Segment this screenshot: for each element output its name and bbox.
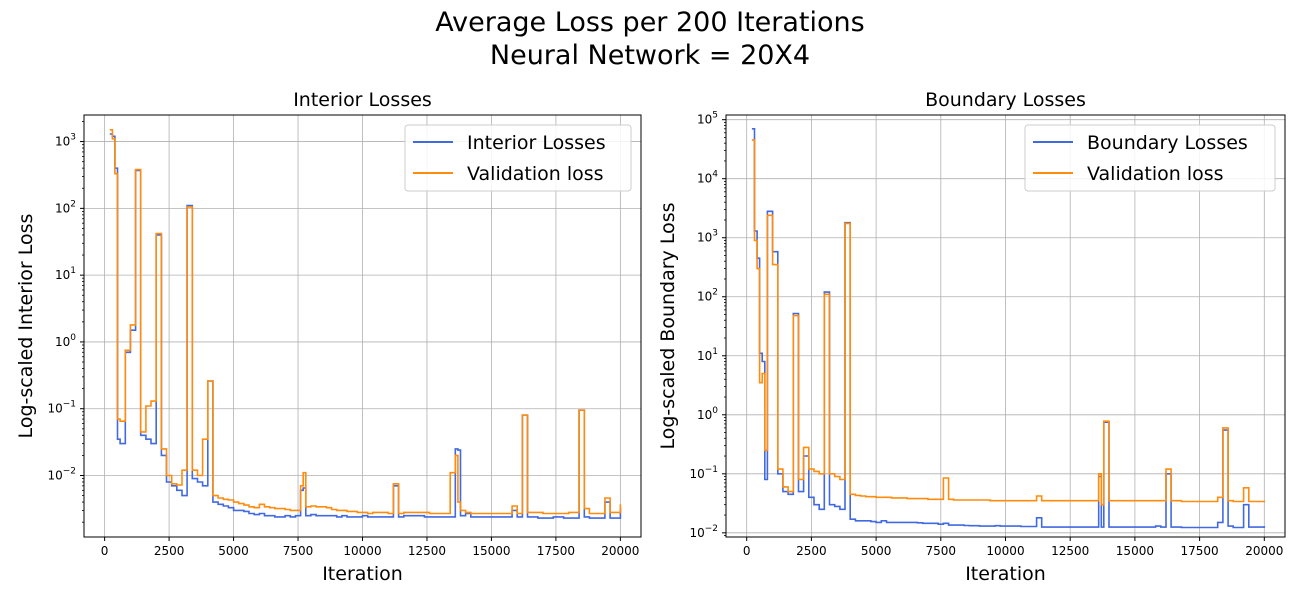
y-tick-label: 101 (55, 266, 76, 282)
x-tick-label: 2500 (796, 544, 827, 558)
x-tick-label: 15000 (472, 544, 510, 558)
figure-title: Average Loss per 200 Iterations Neural N… (0, 6, 1300, 72)
x-tick-label: 20000 (1245, 544, 1283, 558)
legend-label-1: Interior Losses (467, 132, 606, 154)
y-tick-label: 103 (697, 229, 718, 245)
y-axis-label: Log-scaled Boundary Loss (657, 202, 679, 449)
y-tick-label: 103 (55, 133, 76, 149)
x-tick-label: 0 (743, 544, 751, 558)
series-line-2 (109, 129, 622, 515)
x-tick-label: 17500 (1181, 544, 1219, 558)
y-tick-label: 104 (697, 170, 718, 186)
x-tick-label: 7500 (926, 544, 957, 558)
legend-label-2: Validation loss (1087, 163, 1224, 185)
y-tick-label: 102 (55, 199, 76, 215)
y-tick-label: 100 (697, 406, 718, 422)
y-tick-label: 10−1 (689, 465, 718, 481)
y-tick-label: 10−2 (47, 467, 76, 483)
x-tick-label: 7500 (283, 544, 314, 558)
y-tick-label: 105 (697, 111, 718, 127)
legend-label-2: Validation loss (467, 163, 604, 185)
legend-box (404, 124, 632, 192)
legend-label-1: Boundary Losses (1087, 132, 1248, 154)
y-tick-label: 101 (697, 347, 718, 363)
legend-box (1024, 124, 1276, 192)
x-tick-label: 5000 (218, 544, 249, 558)
figure-title-line1: Average Loss per 200 Iterations (435, 7, 865, 38)
chart-title: Interior Losses (293, 89, 432, 111)
x-tick-label: 0 (101, 544, 109, 558)
chart-title: Boundary Losses (925, 89, 1086, 111)
y-tick-label: 10−1 (47, 400, 76, 416)
chart-panel-1: 0 2500 5000 7500 10000 12500 15000 17500 20000 10… (15, 89, 642, 585)
x-axis-label: Iteration (965, 563, 1046, 585)
x-tick-label: 20000 (601, 544, 639, 558)
x-axis-label: Iteration (322, 563, 403, 585)
y-tick-label: 10−2 (689, 524, 718, 540)
y-tick-label: 100 (55, 333, 76, 349)
legend: Boundary Losses Validation loss (1024, 124, 1276, 192)
x-tick-label: 12500 (408, 544, 446, 558)
series-line-2 (751, 139, 1266, 506)
x-tick-label: 17500 (537, 544, 575, 558)
x-tick-label: 10000 (343, 544, 381, 558)
x-tick-label: 15000 (1116, 544, 1154, 558)
x-tick-label: 5000 (861, 544, 892, 558)
chart-panel-2: 0 2500 5000 7500 10000 12500 15000 17500 20000 10… (657, 89, 1286, 585)
figure-title-line2: Neural Network = 20X4 (489, 40, 811, 71)
legend: Interior Losses Validation loss (404, 124, 632, 192)
y-tick-label: 102 (697, 288, 718, 304)
y-axis-label: Log-scaled Interior Loss (15, 214, 37, 439)
x-tick-label: 12500 (1051, 544, 1089, 558)
x-tick-label: 2500 (154, 544, 185, 558)
x-tick-label: 10000 (986, 544, 1024, 558)
